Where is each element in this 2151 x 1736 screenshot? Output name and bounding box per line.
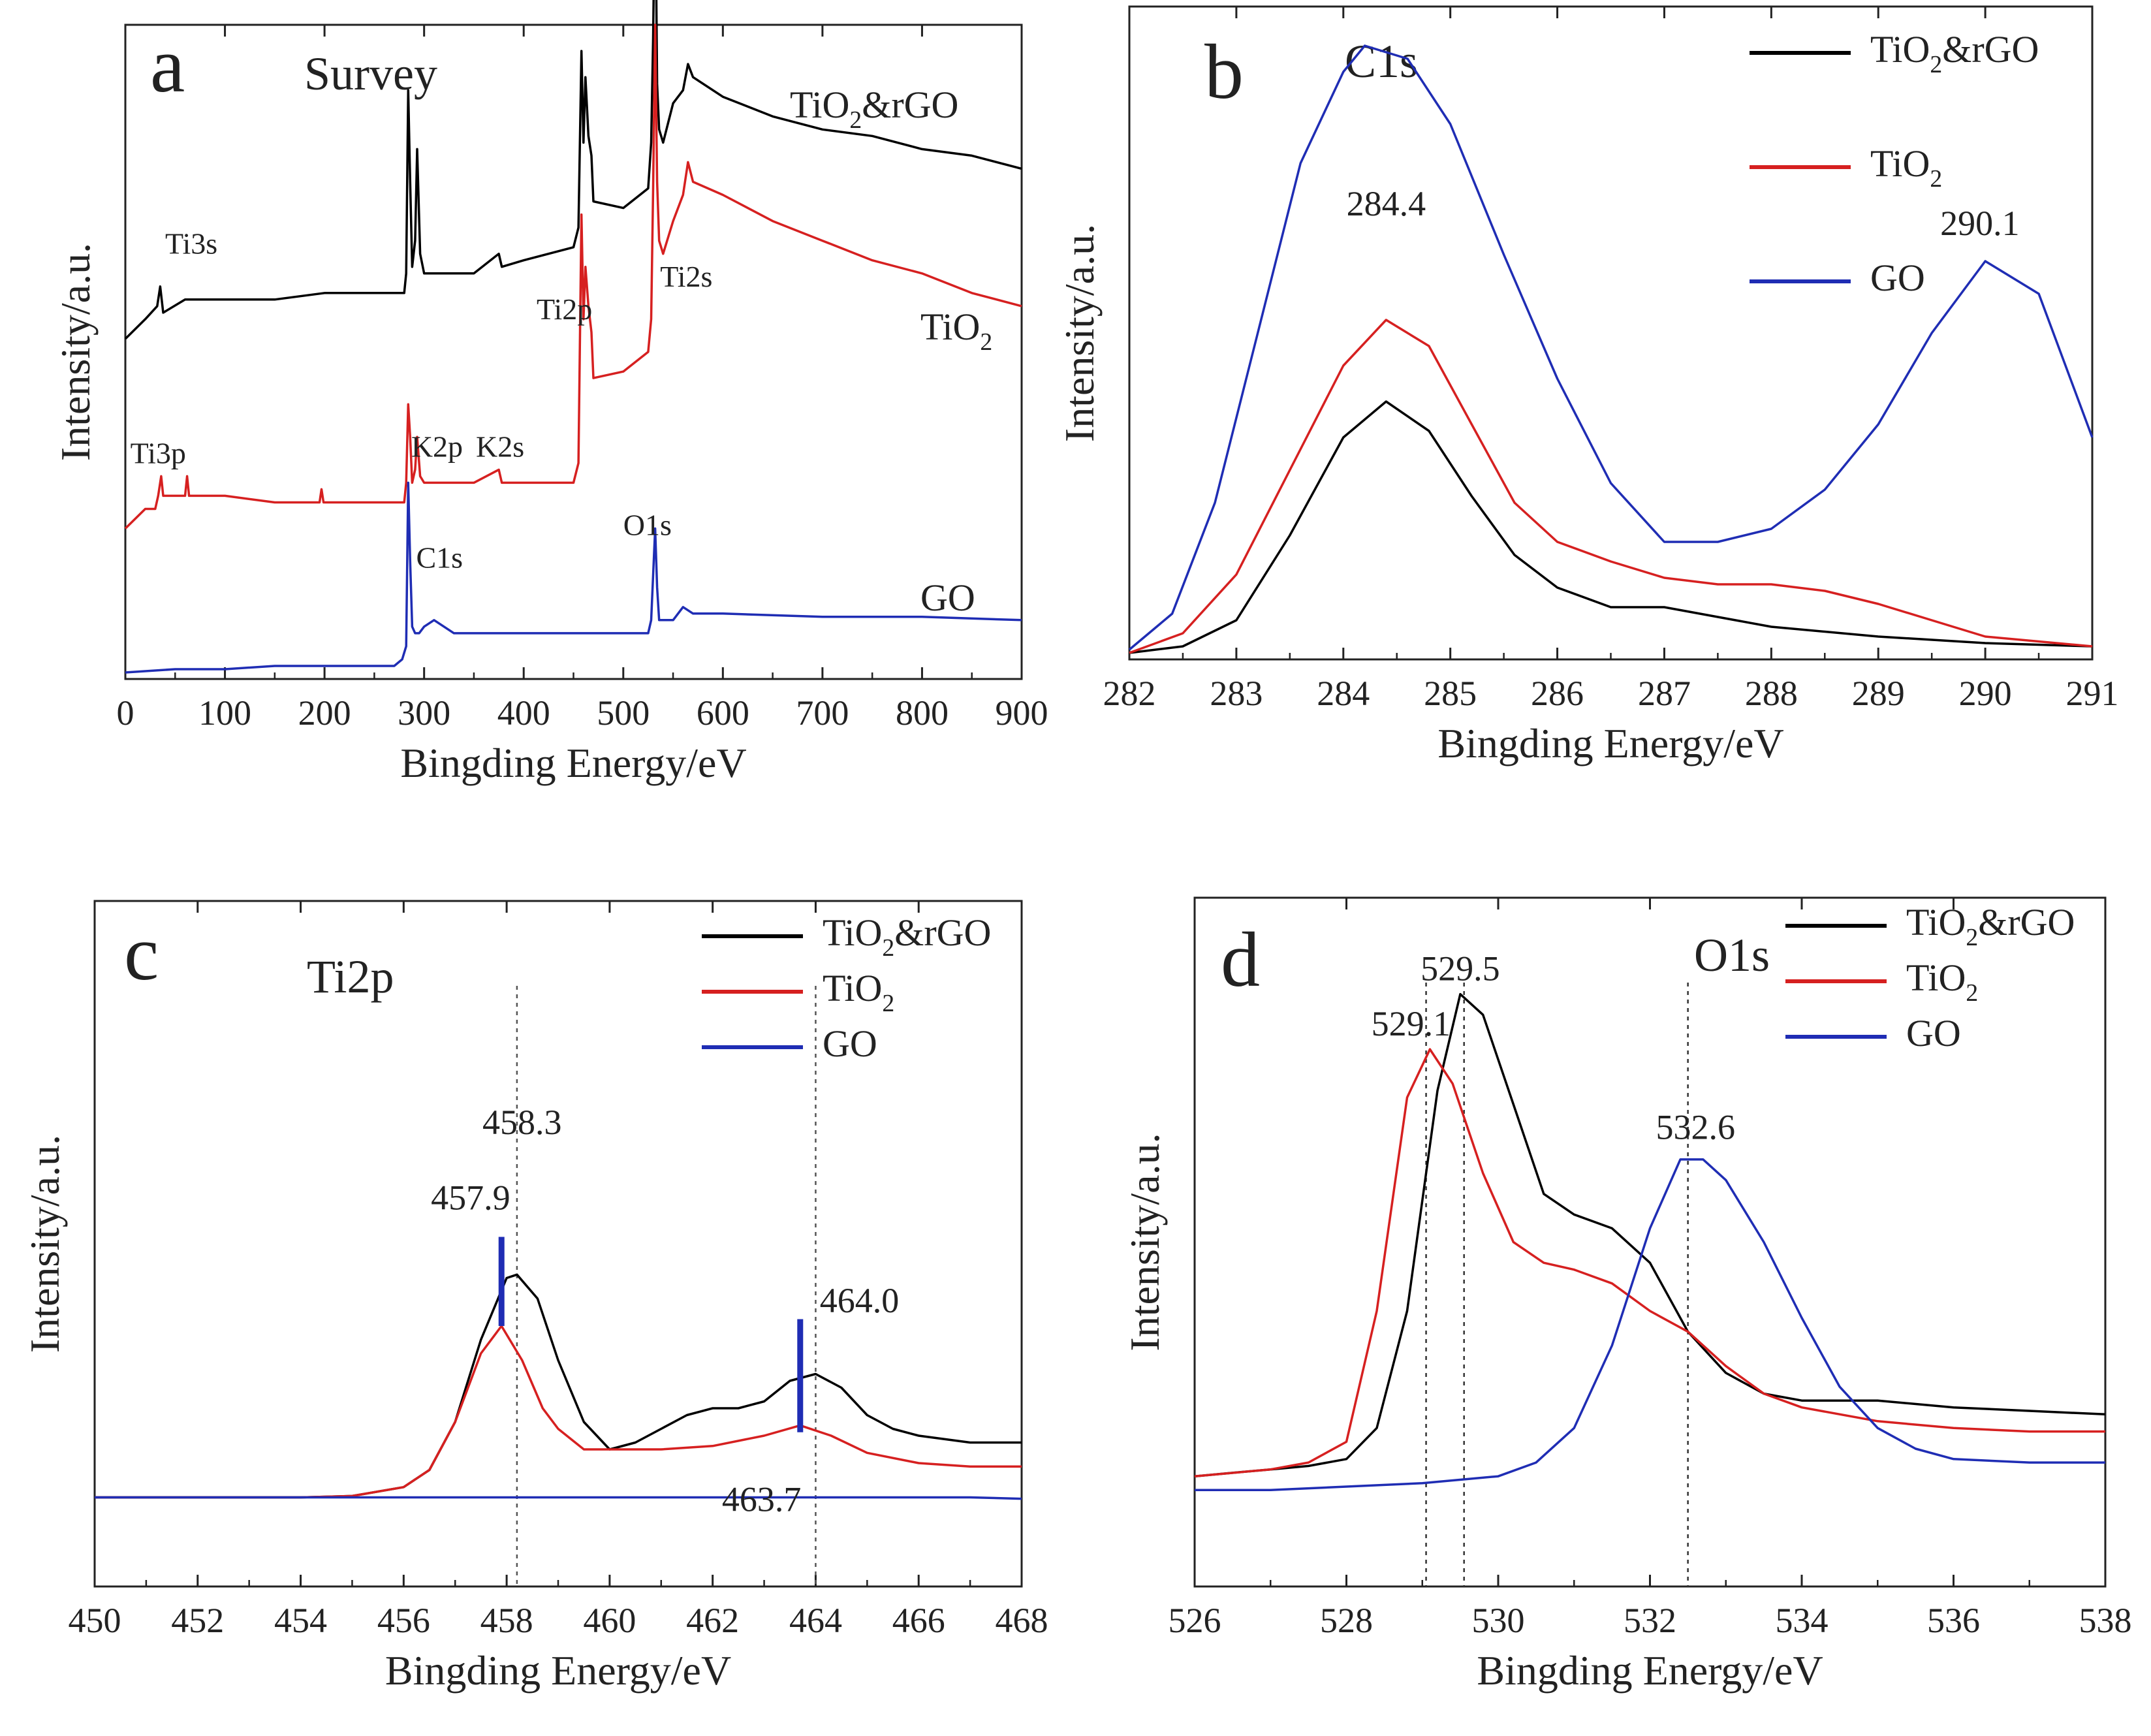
series-line-go bbox=[125, 481, 1022, 674]
annotation-label: 532.6 bbox=[1656, 1107, 1736, 1146]
panel-letter: b bbox=[1204, 28, 1244, 115]
x-tick-label: 289 bbox=[1852, 674, 1905, 713]
x-tick-label: 700 bbox=[796, 693, 849, 733]
panel-a: 0 100 200 300 400 500 600 700 800 900 Bingding Ene… bbox=[52, 0, 1048, 786]
annotation-label: Ti2p bbox=[537, 292, 592, 326]
panel-b: 282 283 284 285 286 287 288 289 290 291 Bingding E… bbox=[1056, 5, 2119, 766]
panel-title: O1s bbox=[1694, 929, 1770, 981]
series-label: TiO2 bbox=[920, 306, 992, 356]
series-line-tio2 bbox=[124, 24, 1022, 529]
legend-label: GO bbox=[1906, 1012, 1961, 1054]
x-tick-label: 538 bbox=[2079, 1601, 2132, 1640]
y-axis-label: Intensity/a.u. bbox=[52, 243, 99, 461]
x-tick-label: 458 bbox=[480, 1601, 533, 1640]
panel-letter: d bbox=[1221, 916, 1260, 1003]
annotation-label: 458.3 bbox=[482, 1103, 562, 1142]
annotation-label: K2s bbox=[476, 430, 524, 463]
x-tick-label: 283 bbox=[1210, 674, 1263, 713]
annotation-label: Ti2s bbox=[660, 260, 712, 293]
series-line-tio2-rgo bbox=[1129, 400, 2093, 654]
series-line-go bbox=[95, 1496, 1022, 1500]
x-axis-label: Bingding Energy/eV bbox=[385, 1647, 731, 1694]
annotation-label: 529.1 bbox=[1372, 1004, 1451, 1043]
y-axis-label: Intensity/a.u. bbox=[1056, 224, 1103, 442]
x-axis-label: Bingding Energy/eV bbox=[1437, 720, 1783, 766]
x-tick-label: 0 bbox=[117, 693, 134, 733]
x-tick-label: 291 bbox=[2066, 674, 2119, 713]
series-line-tio2 bbox=[95, 1325, 1022, 1499]
x-tick-label: 532 bbox=[1624, 1601, 1676, 1640]
annotation-label: 529.5 bbox=[1421, 949, 1500, 988]
annotation-label: 290.1 bbox=[1940, 204, 2020, 243]
x-tick-label: 460 bbox=[583, 1601, 636, 1640]
x-tick-label: 300 bbox=[398, 693, 450, 733]
annotation-label: Ti3s bbox=[165, 227, 217, 260]
x-tick-label: 282 bbox=[1103, 674, 1156, 713]
x-tick-label: 500 bbox=[597, 693, 650, 733]
legend-label: TiO2 bbox=[1870, 142, 1942, 193]
x-tick-label: 284 bbox=[1317, 674, 1370, 713]
legend-label: GO bbox=[823, 1022, 877, 1065]
panel-d: 526 528 530 532 534 536 538 Bingding Energy/eV I… bbox=[1122, 896, 2132, 1694]
x-tick-label: 536 bbox=[1927, 1601, 1980, 1640]
legend-label: TiO2&rGO bbox=[823, 911, 991, 962]
legend-label: TiO2 bbox=[1906, 956, 1978, 1007]
x-tick-label: 454 bbox=[274, 1601, 327, 1640]
series-line-tio2 bbox=[1194, 1048, 2105, 1477]
series-line-go bbox=[1128, 44, 2094, 651]
x-tick-label: 530 bbox=[1472, 1601, 1525, 1640]
annotation-label: O1s bbox=[623, 509, 672, 542]
x-tick-label: 462 bbox=[686, 1601, 739, 1640]
annotation-label: 463.7 bbox=[722, 1480, 802, 1519]
x-tick-label: 900 bbox=[996, 693, 1048, 733]
x-tick-label: 526 bbox=[1169, 1601, 1221, 1640]
panel-title: Ti2p bbox=[307, 951, 394, 1003]
annotation-label: C1s bbox=[416, 541, 463, 575]
x-tick-label: 286 bbox=[1531, 674, 1584, 713]
legend-label: GO bbox=[1870, 257, 1925, 299]
x-tick-label: 100 bbox=[198, 693, 251, 733]
panel-letter: a bbox=[150, 22, 185, 108]
x-tick-label: 200 bbox=[298, 693, 351, 733]
series-line-tio2-rgo bbox=[1194, 992, 2106, 1477]
series-label: TiO2&rGO bbox=[790, 84, 958, 134]
panel-letter: c bbox=[124, 909, 159, 996]
annotation-label: 464.0 bbox=[820, 1281, 900, 1320]
x-tick-label: 400 bbox=[497, 693, 550, 733]
series-line-tio2 bbox=[1129, 319, 2093, 654]
series-label: GO bbox=[920, 576, 975, 619]
annotation-label: 457.9 bbox=[431, 1178, 510, 1218]
x-axis-label: Bingding Energy/eV bbox=[400, 740, 746, 786]
x-tick-label: 450 bbox=[69, 1601, 121, 1640]
series-line-tio2-rgo bbox=[124, 0, 1022, 340]
x-tick-label: 528 bbox=[1320, 1601, 1373, 1640]
legend-label: TiO2&rGO bbox=[1870, 28, 2039, 78]
x-tick-label: 600 bbox=[697, 693, 749, 733]
legend-label: TiO2 bbox=[823, 967, 894, 1017]
y-axis-label: Intensity/a.u. bbox=[22, 1135, 68, 1353]
x-tick-label: 452 bbox=[171, 1601, 224, 1640]
x-tick-label: 285 bbox=[1424, 674, 1477, 713]
x-tick-label: 456 bbox=[377, 1601, 430, 1640]
x-tick-label: 290 bbox=[1959, 674, 2012, 713]
x-tick-label: 287 bbox=[1638, 674, 1691, 713]
x-axis-label: Bingding Energy/eV bbox=[1477, 1647, 1823, 1694]
x-tick-label: 464 bbox=[789, 1601, 842, 1640]
annotation-label: 284.4 bbox=[1347, 184, 1426, 223]
panel-title: C1s bbox=[1345, 35, 1418, 87]
x-tick-label: 466 bbox=[892, 1601, 945, 1640]
x-tick-label: 800 bbox=[896, 693, 949, 733]
y-axis-label: Intensity/a.u. bbox=[1122, 1133, 1168, 1351]
annotation-label: K2p bbox=[411, 430, 463, 463]
x-tick-label: 468 bbox=[996, 1601, 1048, 1640]
panel-c: 450 452 454 456 458 460 462 464 466 468 Bingding E… bbox=[22, 900, 1048, 1694]
annotation-label: Ti3p bbox=[131, 436, 186, 469]
x-tick-label: 288 bbox=[1745, 674, 1798, 713]
legend-label: TiO2&rGO bbox=[1906, 901, 2075, 951]
series-line-go bbox=[1195, 1158, 2105, 1492]
panel-title: Survey bbox=[304, 48, 437, 100]
x-tick-label: 534 bbox=[1776, 1601, 1829, 1640]
